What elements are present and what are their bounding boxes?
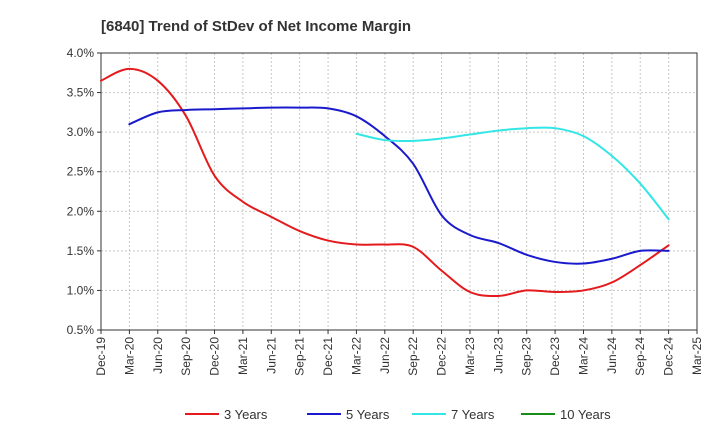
x-tick-label: Dec-23 [548,337,562,376]
x-tick-label: Mar-25 [690,337,704,375]
x-tick-label: Mar-20 [122,337,136,375]
grid-lines [100,52,698,331]
legend-label-3: 7 Years [451,407,495,422]
x-tick-label: Jun-22 [378,337,392,374]
legend-label-1: 3 Years [224,407,268,422]
legend-label-2: 5 Years [346,407,390,422]
x-tick-label: Sep-21 [293,337,307,376]
x-tick-label: Mar-21 [236,337,250,375]
x-tick-label: Sep-24 [633,337,647,376]
x-tick-label: Jun-24 [605,337,619,374]
y-tick-label: 1.5% [67,244,95,258]
x-tick-label: Mar-23 [463,337,477,375]
x-tick-label: Mar-24 [576,337,590,375]
y-tick-label: 4.0% [67,46,95,60]
x-tick-label: Dec-19 [94,337,108,376]
y-tick-label: 2.0% [67,204,95,218]
y-tick-label: 3.0% [67,125,95,139]
legend-label-4: 10 Years [560,407,611,422]
series-line-2 [128,106,670,265]
x-tick-label: Mar-22 [349,337,363,375]
y-axis: 0.5% 1.0% 1.5% 2.0% 2.5% 3.0% 3.5% 4.0% [67,46,101,337]
chart-title: [6840] Trend of StDev of Net Income Marg… [101,18,411,35]
y-tick-label: 2.5% [67,165,95,179]
series-line-3 [355,126,670,221]
series-lines [100,67,670,298]
series-line-1 [100,67,670,298]
y-tick-label: 1.0% [67,283,95,297]
plot-area [100,52,698,331]
x-tick-label: Dec-22 [435,337,449,376]
x-tick-label: Jun-23 [491,337,505,374]
x-tick-label: Sep-23 [520,337,534,376]
x-axis: Dec-19 Mar-20 Jun-20 Sep-20 Dec-20 Mar-21 Jun-… [94,330,704,376]
x-tick-label: Dec-20 [208,337,222,376]
x-tick-label: Jun-20 [151,337,165,374]
y-tick-label: 3.5% [67,86,95,100]
x-tick-label: Dec-24 [662,337,676,376]
x-tick-label: Sep-20 [179,337,193,376]
x-tick-label: Dec-21 [321,337,335,376]
x-tick-label: Sep-22 [406,337,420,376]
legend: 3 Years 5 Years 7 Years 10 Years [185,407,611,422]
x-tick-label: Jun-21 [264,337,278,374]
y-tick-label: 0.5% [67,323,95,337]
